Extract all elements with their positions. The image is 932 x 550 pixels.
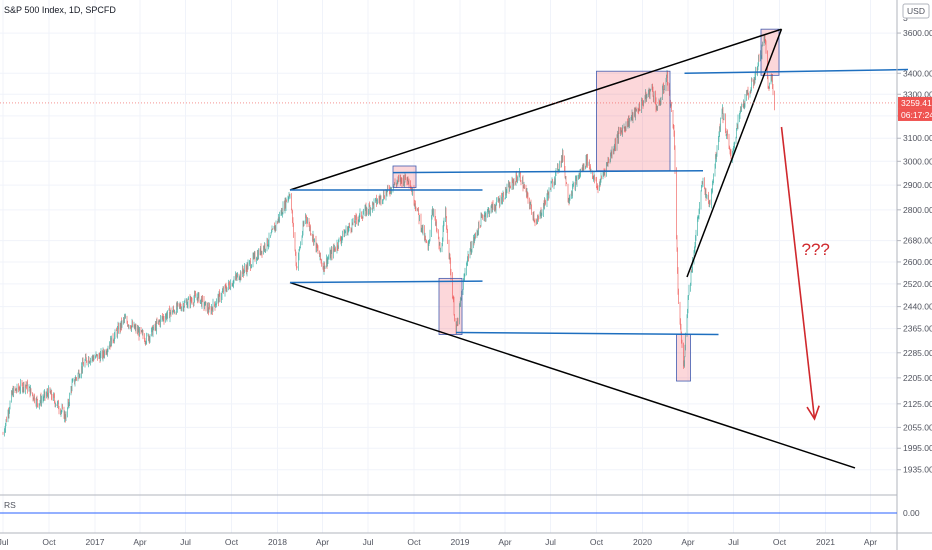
time-tick-label: Jul	[728, 537, 739, 547]
svg-text:3259.41: 3259.41	[901, 98, 932, 108]
time-tick-label: Apr	[133, 537, 146, 547]
time-tick-label: Jul	[0, 537, 9, 547]
forecast-arrowhead	[806, 405, 820, 421]
time-tick-label: Jul	[545, 537, 556, 547]
time-tick-label: Oct	[590, 537, 604, 547]
time-tick-label: Jul	[180, 537, 191, 547]
indicator-name: RS	[4, 500, 16, 510]
price-tick-label: 2285.00	[903, 348, 932, 358]
price-tick-label: 2600.00	[903, 257, 932, 267]
highlight-box	[596, 70, 671, 172]
forecast-arrow	[780, 126, 816, 419]
svg-text:06:17:24: 06:17:24	[901, 110, 932, 120]
price-tick-label: 2055.00	[903, 422, 932, 432]
price-tick-label: 2440.00	[903, 302, 932, 312]
price-tick-label: 2800.00	[903, 205, 932, 215]
support-line-low	[455, 331, 719, 336]
price-tick-label: 1935.00	[903, 465, 932, 475]
price-tick-label: 2900.00	[903, 180, 932, 190]
time-tick-label: Oct	[42, 537, 56, 547]
currency-label: USD	[907, 6, 925, 16]
price-tick-label: 2680.00	[903, 236, 932, 246]
price-tick-label: 2125.00	[903, 399, 932, 409]
time-tick-label: Apr	[498, 537, 511, 547]
chart-drawings[interactable]	[0, 28, 909, 469]
resistance-line-2019	[392, 169, 704, 174]
time-tick-label: Jul	[363, 537, 374, 547]
time-tick-label: Oct	[407, 537, 421, 547]
time-tick-label: 2018	[268, 537, 287, 547]
last-price-label: 3259.41	[898, 96, 932, 109]
time-tick-label: 2021	[816, 537, 835, 547]
chart-title: S&P 500 Index, 1D, SPCFD	[4, 5, 116, 15]
price-tick-label: 3400.00	[903, 68, 932, 78]
highlight-box	[438, 277, 463, 335]
price-tick-label: 3300.00	[903, 89, 932, 99]
price-tick-label: 3600.00	[903, 28, 932, 38]
highlight-box	[392, 165, 417, 188]
time-tick-label: Apr	[864, 537, 877, 547]
price-tick-label: 2365.00	[903, 324, 932, 334]
highlight-box	[676, 334, 691, 382]
time-tick-label: Apr	[316, 537, 329, 547]
wedge-lower-line	[289, 281, 856, 469]
time-tick-label: Oct	[225, 537, 239, 547]
time-tick-label: 2019	[451, 537, 470, 547]
time-tick-label: 2017	[86, 537, 105, 547]
time-axis[interactable]: Jul Oct 2017 Apr Jul Oct 2018 Apr Jul Oct 2019 Apr J…	[0, 537, 877, 547]
price-tick-label: 1995.00	[903, 443, 932, 453]
price-axis[interactable]: 1935.00 1995.00 2055.00 2125.00 2205.00 2285.…	[897, 13, 932, 475]
time-tick-label: 2020	[633, 537, 652, 547]
chart-marks	[2, 34, 775, 437]
price-tick-label: 2205.00	[903, 373, 932, 383]
currency-badge[interactable]: USD	[902, 3, 930, 19]
indicator-value: 0.00	[903, 508, 920, 518]
price-tick-label: 3000.00	[903, 156, 932, 166]
highlight-box	[760, 28, 780, 76]
question-annotation[interactable]: ???	[802, 240, 830, 259]
price-tick-label: 2520.00	[903, 279, 932, 289]
rising-support-line	[686, 28, 783, 278]
price-tick-label: 3100.00	[903, 133, 932, 143]
wedge-upper-line	[289, 28, 782, 191]
countdown-label: 06:17:24	[898, 108, 932, 121]
time-tick-label: Apr	[681, 537, 694, 547]
support-line-2018	[289, 280, 483, 284]
time-tick-label: Oct	[773, 537, 787, 547]
resistance-line-2020	[684, 68, 909, 75]
